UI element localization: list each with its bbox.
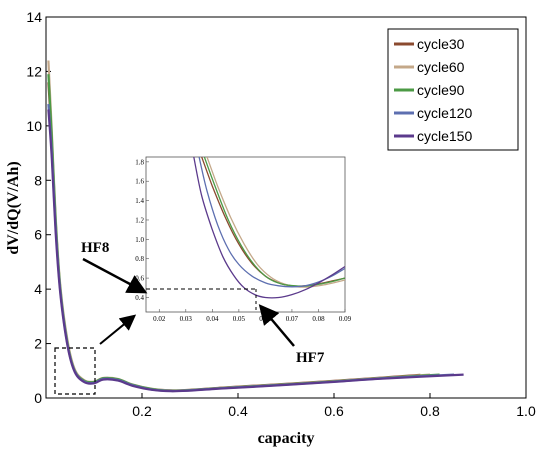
- x-tick-label: 1.0: [516, 403, 536, 419]
- hf7-arrow: [258, 304, 295, 347]
- x-axis-title: capacity: [258, 430, 315, 447]
- inset-x-tick-label: 0.02: [153, 315, 166, 323]
- main-series: [47, 60, 464, 393]
- legend-label-cycle90: cycle90: [417, 82, 465, 98]
- hf7-label: HF7: [296, 350, 325, 366]
- legend-label-cycle30: cycle30: [417, 36, 465, 52]
- y-tick-label: 10: [26, 118, 42, 134]
- main-ticks: 0.2 0.4 0.6 0.8 1.0 0 2 4 6 8 10 12 14: [26, 9, 536, 419]
- inset-x-tick-label: 0.09: [339, 315, 352, 323]
- inset-y-tick-label: 1.2: [135, 216, 144, 224]
- inset-y-tick-label: 0.4: [135, 294, 144, 302]
- inset-x-tick-label: 0.04: [206, 315, 219, 323]
- y-tick-label: 4: [34, 281, 42, 297]
- x-tick-label: 0.2: [132, 403, 152, 419]
- inset-line-cycle120: [198, 157, 345, 288]
- x-tick-label: 0.6: [324, 403, 344, 419]
- inset-y-tick-label: 1.8: [135, 158, 144, 166]
- inset-x-tick-label: 0.07: [286, 315, 299, 323]
- inset-line-cycle90: [203, 157, 345, 287]
- y-axis-title: dV/dQ(V/Ah): [5, 161, 22, 254]
- legend-label-cycle60: cycle60: [417, 59, 465, 75]
- inset-line-cycle150: [193, 157, 345, 299]
- zoom-arrow: [99, 314, 137, 345]
- x-tick-label: 0.4: [228, 403, 248, 419]
- inset-y-tick-label: 1.6: [135, 178, 144, 186]
- plot-frame: [45, 16, 527, 399]
- hf8-label: HF8: [81, 240, 109, 256]
- inset-y-tick-label: 0.8: [135, 255, 144, 263]
- hf8-arrow: [82, 257, 148, 294]
- y-tick-label: 0: [34, 390, 42, 406]
- inset-x-tick-label: 0.03: [180, 315, 193, 323]
- inset-x-tick-label: 0.08: [312, 315, 325, 323]
- zoom-region-box: [54, 347, 96, 395]
- y-tick-label: 8: [34, 172, 42, 188]
- inset-y-tick-label: 0.6: [135, 275, 144, 283]
- inset-line-cycle60: [206, 157, 345, 288]
- y-tick-label: 2: [34, 336, 42, 352]
- inset-y-tick-label: 1.4: [135, 197, 144, 205]
- inset-series: [193, 157, 345, 299]
- y-tick-label: 6: [34, 227, 42, 243]
- legend: cycle30 cycle60 cycle90 cycle120 cycle150: [387, 28, 519, 151]
- x-tick-label: 0.8: [420, 403, 440, 419]
- series-line-cycle150: [47, 109, 464, 393]
- legend-label-cycle120: cycle120: [417, 105, 472, 121]
- legend-label-cycle150: cycle150: [417, 128, 472, 144]
- y-tick-label: 12: [26, 63, 42, 79]
- inset-x-tick-label: 0.05: [233, 315, 246, 323]
- y-tick-label: 14: [26, 9, 42, 25]
- inset-y-tick-label: 1.0: [135, 236, 144, 244]
